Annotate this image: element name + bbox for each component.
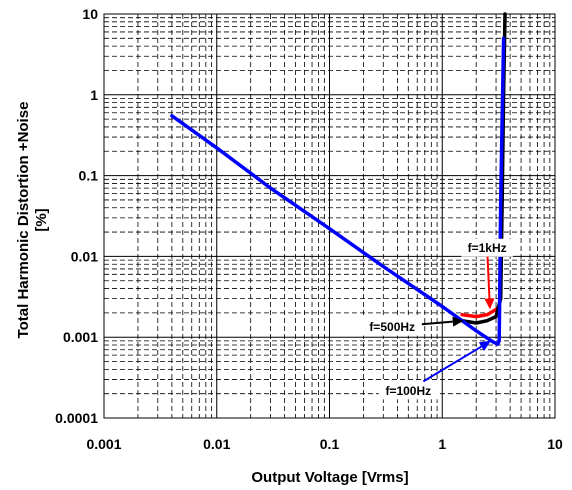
annotation-arrow-f-500hz [421, 320, 453, 326]
y-tick-label: 0.1 [79, 168, 99, 184]
annotation-arrow-f-100hz [422, 345, 482, 383]
y-tick-label: 0.001 [63, 329, 98, 345]
y-axis-unit: [%] [33, 208, 50, 231]
annotation-arrowhead-f-500hz [452, 316, 464, 327]
annotation-arrow-f-1khz [486, 256, 491, 299]
annotation-arrowhead-f-100hz [478, 340, 491, 351]
x-tick-label: 0.01 [203, 436, 230, 452]
major-grid [104, 14, 555, 418]
annotation-layer: f=1kHz f=500Hz f=100Hz [362, 238, 513, 400]
annotation-arrowhead-f-1khz [484, 298, 495, 310]
series-layer [170, 12, 507, 346]
series-line-f-1khz [460, 304, 501, 319]
x-tick-label: 0.001 [86, 436, 121, 452]
x-tick-label: 1 [438, 436, 446, 452]
plot-area-frame [103, 13, 556, 419]
y-tick-labels: 10 1 0.1 0.01 0.001 0.0001 [55, 6, 98, 426]
x-tick-label: 10 [547, 436, 563, 452]
y-tick-label: 1 [90, 87, 98, 103]
series-line-f-100hz [170, 36, 506, 346]
x-tick-label: 0.1 [320, 436, 340, 452]
y-tick-label: 10 [82, 6, 98, 22]
annotation-label-f-500hz: f=500Hz [369, 320, 415, 334]
y-tick-label: 0.01 [71, 248, 98, 264]
x-axis-title: Output Voltage [Vrms] [251, 469, 408, 486]
y-axis-title: Total Harmonic Distortion +Noise [15, 102, 32, 339]
annotation-box-f-1khz [461, 238, 513, 257]
annotation-box-f-500hz [362, 317, 422, 336]
annotation-label-f-1khz: f=1kHz [468, 241, 507, 255]
annotation-label-f-100hz: f=100Hz [385, 384, 431, 398]
x-tick-labels: 0.001 0.01 0.1 1 10 [86, 436, 563, 452]
y-tick-label: 0.0001 [55, 410, 98, 426]
annotation-box-f-100hz [378, 381, 438, 400]
